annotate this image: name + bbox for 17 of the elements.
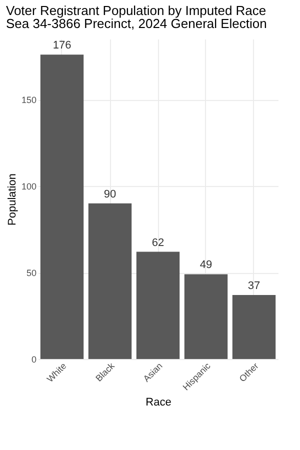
x-axis-title: Race bbox=[146, 396, 172, 408]
data-label: 176 bbox=[52, 40, 72, 52]
y-tick-label: 50 bbox=[26, 268, 36, 278]
chart-title: Voter Registrant Population by Imputed Race bbox=[6, 3, 266, 18]
data-label: 49 bbox=[200, 259, 212, 272]
y-tick-label: 150 bbox=[21, 95, 36, 106]
bar bbox=[232, 295, 276, 359]
y-tick-label: 0 bbox=[31, 354, 36, 364]
data-label: 62 bbox=[152, 236, 164, 249]
bar bbox=[136, 252, 180, 359]
data-label: 90 bbox=[104, 188, 116, 200]
y-axis-title: Population bbox=[6, 174, 18, 226]
y-tick-label: 100 bbox=[21, 182, 36, 192]
bar bbox=[40, 54, 84, 359]
bar bbox=[88, 203, 132, 359]
data-label: 37 bbox=[248, 280, 260, 292]
bar bbox=[184, 274, 228, 359]
